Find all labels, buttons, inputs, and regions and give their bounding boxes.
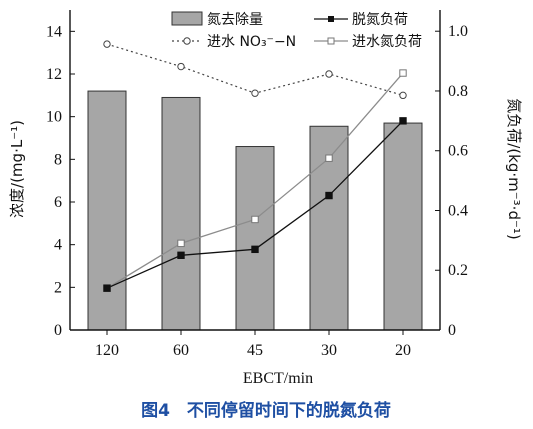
point-influent-no3n-60	[177, 62, 185, 71]
y-left-tick-label: 4	[54, 237, 62, 254]
y-axis-left-label: 浓度/(mg·L⁻¹)	[8, 120, 26, 218]
y-right-tick-label: 0.6	[448, 143, 468, 160]
y-left-tick-label: 12	[46, 66, 62, 83]
bar-20	[383, 122, 423, 331]
legend-marker-influent-load	[327, 37, 335, 45]
point-denitrification-load-30	[325, 191, 333, 200]
figure-caption: 图4 不同停留时间下的脱氮负荷	[141, 400, 391, 421]
x-tick-label: 20	[395, 342, 411, 359]
bar-45	[235, 146, 275, 331]
y-left-tick-label: 8	[54, 151, 62, 168]
legend-label-bar: 氮去除量	[207, 12, 263, 28]
legend-label-denitrification: 脱氮负荷	[352, 12, 408, 28]
y-left-tick-label: 6	[54, 194, 62, 211]
point-denitrification-load-45	[251, 245, 259, 254]
point-influent-no3n-120	[103, 40, 111, 48]
x-tick-label: 120	[95, 342, 119, 359]
y-left-tick-label: 2	[54, 279, 62, 296]
y-axis-right-label: 氮负荷/(kg·m⁻³·d⁻¹)	[505, 98, 523, 240]
point-influent-no3n-45	[251, 89, 259, 97]
x-tick-label: 60	[173, 342, 189, 359]
x-tick-label: 30	[321, 342, 337, 359]
y-right-tick-label: 0.8	[448, 83, 468, 100]
legend-label-influent-load: 进水氮负荷	[352, 34, 422, 50]
legend-marker-no3n	[183, 37, 191, 45]
legend-label-no3n: 进水 NO₃⁻−N	[207, 34, 296, 50]
point-influent-n-load-60	[177, 239, 185, 248]
point-denitrification-load-20	[399, 117, 407, 125]
y-right-tick-label: 0.4	[448, 202, 468, 219]
x-axis-label: EBCT/min	[243, 370, 313, 387]
y-right-tick-label: 0.2	[448, 262, 468, 279]
point-influent-n-load-20	[399, 69, 407, 77]
markers-layer	[103, 40, 407, 292]
x-tick-label: 45	[247, 342, 263, 359]
point-denitrification-load-120	[103, 284, 111, 292]
y-left-tick-label: 10	[46, 109, 62, 126]
bar-120	[87, 90, 127, 331]
point-influent-no3n-20	[399, 91, 407, 100]
point-influent-n-load-45	[251, 215, 259, 224]
legend-marker-denitrification	[328, 16, 334, 22]
y-right-tick-label: 0	[448, 322, 456, 339]
bar-60	[161, 96, 201, 331]
y-right-tick-label: 1.0	[448, 23, 468, 40]
point-influent-no3n-30	[325, 70, 333, 78]
bars-layer	[87, 90, 423, 331]
ticks-layer: 0 2 4 6 8 10 12 14 0 0.2 0.4 0.6 0.8 1.0 120 60 45 30 20	[46, 23, 468, 359]
y-left-tick-label: 14	[46, 23, 62, 40]
legend-swatch-bar	[171, 11, 203, 26]
point-influent-n-load-30	[325, 154, 333, 162]
point-denitrification-load-60	[177, 251, 185, 260]
y-left-tick-label: 0	[54, 322, 62, 339]
line-influent-no3n	[106, 43, 404, 96]
